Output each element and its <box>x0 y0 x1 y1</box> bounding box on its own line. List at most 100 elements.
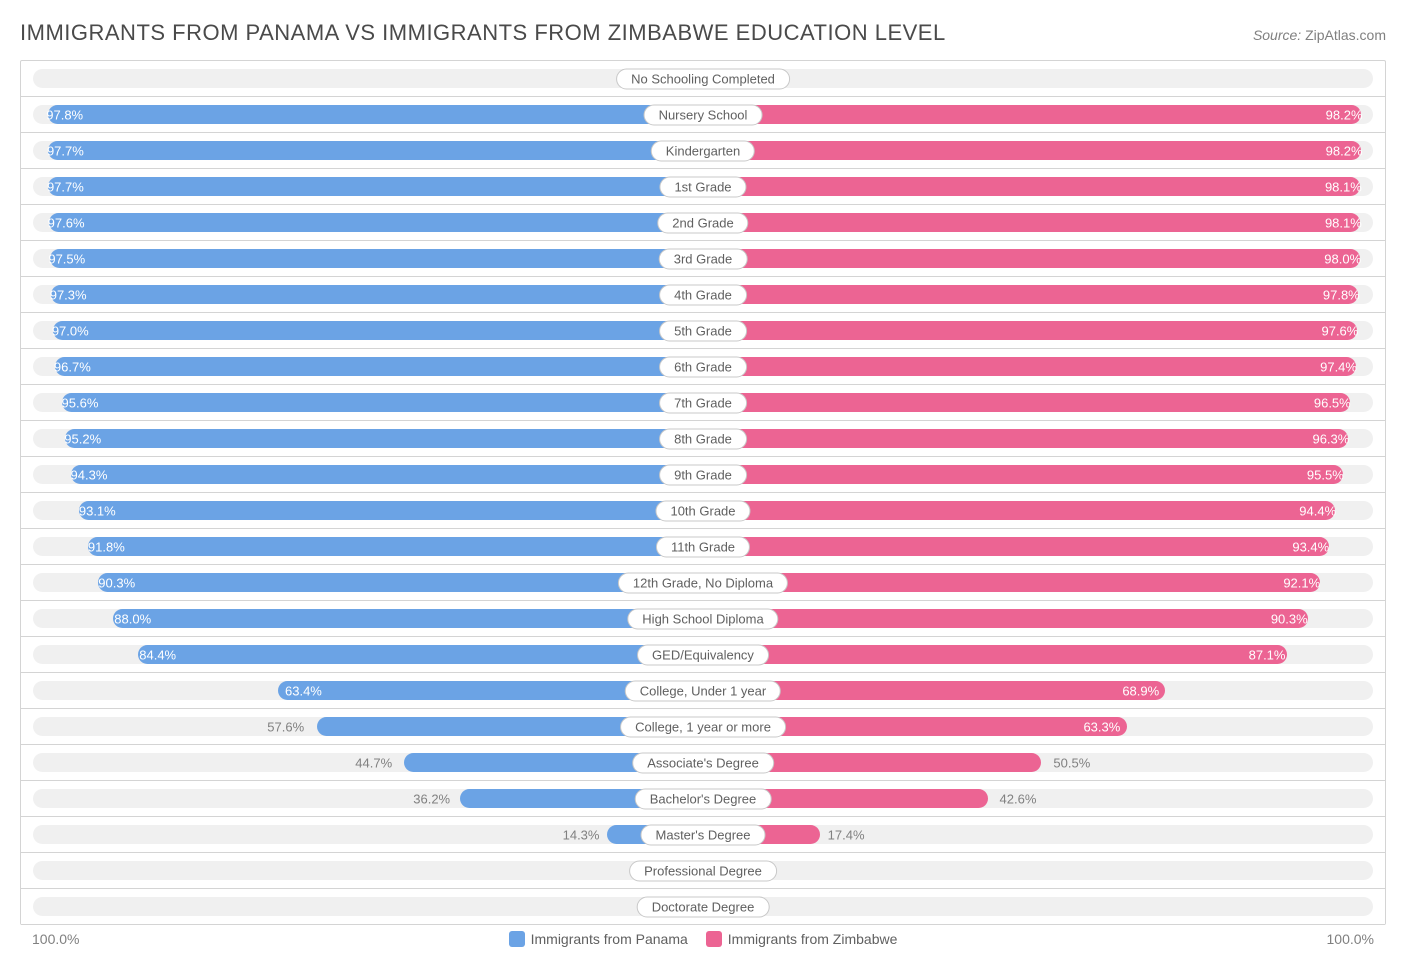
bar-half-left: 44.7% <box>21 745 703 780</box>
bar-left <box>113 609 703 628</box>
bar-right <box>703 285 1358 304</box>
bar-value-left: 36.2% <box>413 792 450 805</box>
bar-half-right: 97.8% <box>703 277 1385 312</box>
legend-label-panama: Immigrants from Panama <box>531 931 688 947</box>
bar-value-right: 68.9% <box>1122 684 1159 697</box>
bar-left <box>50 249 703 268</box>
bar-track <box>703 861 1373 880</box>
bar-value-right: 63.3% <box>1083 720 1120 733</box>
bar-half-left: 91.8% <box>21 529 703 564</box>
bar-track <box>33 897 703 916</box>
bar-half-right: 97.4% <box>703 349 1385 384</box>
category-label: 11th Grade <box>656 536 750 557</box>
bar-half-right: 98.0% <box>703 241 1385 276</box>
bar-value-right: 96.3% <box>1312 432 1349 445</box>
chart-row: 97.7%98.1%1st Grade <box>21 169 1385 205</box>
bar-half-right: 5.3% <box>703 853 1385 888</box>
bar-half-left: 14.3% <box>21 817 703 852</box>
bar-value-right: 42.6% <box>1000 792 1037 805</box>
category-label: College, Under 1 year <box>625 680 781 701</box>
bar-value-left: 97.3% <box>50 288 87 301</box>
category-label: 6th Grade <box>659 356 747 377</box>
chart-footer: 100.0% Immigrants from Panama Immigrants… <box>20 925 1386 947</box>
bar-value-left: 95.2% <box>64 432 101 445</box>
bar-left <box>55 357 703 376</box>
bar-half-left: 96.7% <box>21 349 703 384</box>
category-label: 8th Grade <box>659 428 747 449</box>
legend-item-zimbabwe: Immigrants from Zimbabwe <box>706 931 898 947</box>
bar-track <box>33 69 703 88</box>
chart-row: 84.4%87.1%GED/Equivalency <box>21 637 1385 673</box>
bar-value-left: 94.3% <box>71 468 108 481</box>
bar-right <box>703 609 1308 628</box>
chart-row: 95.2% 96.3% 8th Grade <box>21 421 1385 457</box>
bar-value-left: 97.8% <box>46 108 83 121</box>
bar-value-left: 95.6% <box>62 396 99 409</box>
category-label: No Schooling Completed <box>616 68 790 89</box>
category-label: Professional Degree <box>629 860 777 881</box>
bar-right <box>703 321 1357 340</box>
bar-half-left: 97.8% <box>21 97 703 132</box>
bar-value-right: 98.2% <box>1326 108 1363 121</box>
bar-half-left: 1.6% <box>21 889 703 924</box>
bar-value-right: 96.5% <box>1314 396 1351 409</box>
chart-header: IMMIGRANTS FROM PANAMA VS IMMIGRANTS FRO… <box>20 20 1386 46</box>
bar-half-left: 95.6% <box>21 385 703 420</box>
axis-max-left: 100.0% <box>32 931 79 947</box>
bar-half-left: 97.7% <box>21 169 703 204</box>
chart-row: 97.5%98.0%3rd Grade <box>21 241 1385 277</box>
category-label: Kindergarten <box>651 140 755 161</box>
bar-value-left: 93.1% <box>79 504 116 517</box>
bar-half-left: 97.6% <box>21 205 703 240</box>
bar-half-left: 4.1% <box>21 853 703 888</box>
bar-value-right: 94.4% <box>1299 504 1336 517</box>
chart-row: 97.8%98.2%Nursery School <box>21 97 1385 133</box>
bar-left <box>62 393 703 412</box>
bar-right <box>703 537 1329 556</box>
category-label: Doctorate Degree <box>637 896 770 917</box>
category-label: College, 1 year or more <box>620 716 786 737</box>
bar-value-right: 90.3% <box>1271 612 1308 625</box>
bar-half-right: 97.6% <box>703 313 1385 348</box>
bar-value-right: 97.8% <box>1323 288 1360 301</box>
category-label: Master's Degree <box>641 824 766 845</box>
bar-right <box>703 429 1348 448</box>
chart-row: 88.0% 90.3% High School Diploma <box>21 601 1385 637</box>
bar-value-left: 90.3% <box>98 576 135 589</box>
bar-value-right: 92.1% <box>1283 576 1320 589</box>
bar-half-right: 90.3% <box>703 601 1385 636</box>
bar-half-right: 87.1% <box>703 637 1385 672</box>
chart-row: 97.3% 97.8% 4th Grade <box>21 277 1385 313</box>
bar-right <box>703 249 1360 268</box>
bar-value-left: 97.6% <box>48 216 85 229</box>
bar-half-left: 90.3% <box>21 565 703 600</box>
bar-value-left: 97.5% <box>48 252 85 265</box>
bar-value-left: 14.3% <box>563 828 600 841</box>
category-label: 2nd Grade <box>657 212 748 233</box>
bar-value-right: 98.1% <box>1325 216 1362 229</box>
legend-label-zimbabwe: Immigrants from Zimbabwe <box>728 931 898 947</box>
bar-value-right: 97.6% <box>1321 324 1358 337</box>
bar-half-left: 88.0% <box>21 601 703 636</box>
chart-row: 36.2%42.6%Bachelor's Degree <box>21 781 1385 817</box>
bar-value-left: 84.4% <box>139 648 176 661</box>
bar-value-right: 98.0% <box>1324 252 1361 265</box>
bar-left <box>65 429 703 448</box>
bar-half-left: 93.1% <box>21 493 703 528</box>
bar-track <box>703 897 1373 916</box>
bar-right <box>703 393 1350 412</box>
bar-value-left: 97.0% <box>52 324 89 337</box>
bar-right <box>703 465 1343 484</box>
category-label: 4th Grade <box>659 284 747 305</box>
bar-value-right: 98.2% <box>1326 144 1363 157</box>
bar-left <box>98 573 703 592</box>
bar-value-right: 95.5% <box>1307 468 1344 481</box>
bar-half-right: 1.9% <box>703 61 1385 96</box>
category-label: 5th Grade <box>659 320 747 341</box>
bar-value-left: 88.0% <box>114 612 151 625</box>
chart-legend: Immigrants from Panama Immigrants from Z… <box>79 931 1326 947</box>
bar-half-right: 94.4% <box>703 493 1385 528</box>
category-label: 7th Grade <box>659 392 747 413</box>
bar-value-left: 63.4% <box>285 684 322 697</box>
category-label: High School Diploma <box>627 608 778 629</box>
